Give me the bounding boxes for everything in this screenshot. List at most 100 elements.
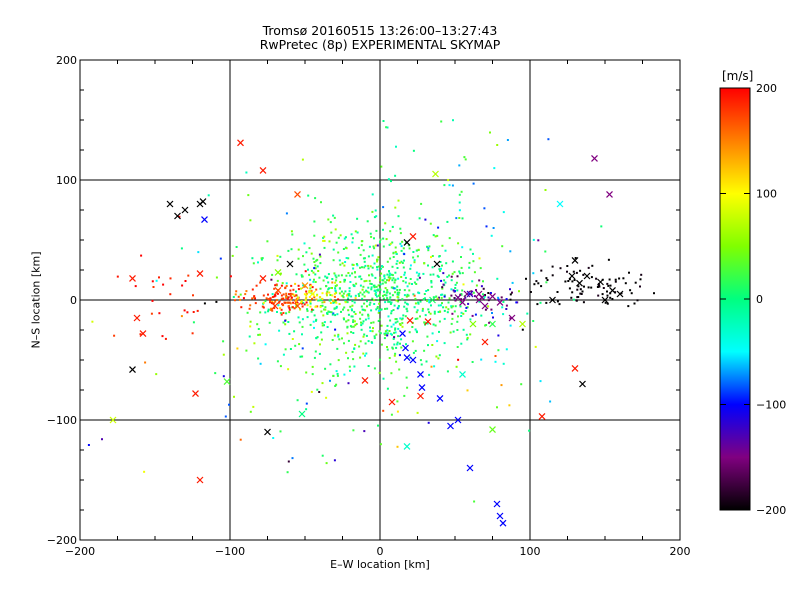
data-point [293, 295, 296, 298]
data-point [284, 287, 287, 290]
data-point [572, 270, 575, 273]
data-point [490, 234, 493, 237]
data-point [334, 328, 337, 331]
data-point [387, 178, 390, 181]
data-point [441, 264, 443, 267]
data-point [460, 293, 463, 296]
data-point [345, 274, 348, 277]
data-point [311, 365, 314, 368]
data-point [310, 284, 313, 287]
data-point [260, 258, 263, 261]
data-point [343, 280, 346, 283]
data-point [430, 304, 432, 307]
data-point [278, 329, 281, 332]
data-point [396, 320, 399, 323]
data-point [302, 301, 305, 304]
data-point [333, 459, 336, 462]
data-point [402, 280, 405, 283]
data-point [332, 259, 335, 262]
data-point-cross [274, 268, 282, 276]
data-point [235, 290, 238, 293]
data-point-cross [489, 320, 496, 328]
data-point-cross [181, 206, 189, 214]
data-point-cross [409, 356, 417, 364]
data-point [333, 334, 336, 337]
data-point [383, 277, 386, 280]
data-point [382, 120, 385, 122]
data-point [460, 311, 463, 314]
data-point [473, 295, 476, 298]
data-point [312, 257, 315, 260]
cross-stroke [478, 294, 486, 302]
data-point [372, 245, 375, 248]
data-point [354, 271, 356, 274]
data-point [392, 252, 395, 255]
data-point [367, 267, 370, 270]
data-point [365, 352, 368, 355]
data-point [336, 347, 339, 350]
data-point [501, 306, 504, 309]
data-point [321, 292, 324, 295]
data-point [398, 368, 401, 371]
data-point [432, 296, 435, 299]
data-point [386, 329, 389, 332]
data-point [360, 278, 363, 281]
data-point [464, 310, 467, 312]
data-point [348, 365, 351, 368]
data-point [375, 333, 378, 336]
data-point [367, 365, 370, 367]
data-point [324, 306, 327, 309]
data-point [362, 257, 365, 260]
data-point [451, 317, 454, 320]
data-point [381, 265, 383, 268]
data-point [333, 295, 336, 298]
data-point-cross [223, 378, 231, 386]
data-point [455, 217, 458, 220]
data-point-cross [583, 272, 591, 280]
cross-stroke [139, 330, 147, 338]
data-point [305, 301, 308, 304]
data-point [280, 308, 283, 311]
data-point [451, 312, 454, 315]
data-point [373, 335, 376, 338]
data-point [276, 311, 278, 313]
data-point [229, 275, 232, 278]
data-point [343, 318, 345, 321]
data-point [325, 285, 328, 288]
data-point [417, 248, 420, 251]
data-point [295, 302, 298, 305]
data-point [386, 297, 389, 300]
data-point-cross [294, 302, 301, 310]
data-point [333, 216, 336, 219]
data-point [214, 372, 217, 375]
y-tick-label: 0 [70, 294, 77, 307]
data-point [466, 336, 469, 339]
data-point [568, 278, 571, 281]
data-point [399, 242, 402, 245]
data-point [334, 274, 337, 277]
data-point [443, 184, 446, 187]
data-point [364, 264, 367, 267]
data-point [282, 353, 285, 356]
data-point [287, 321, 290, 323]
data-point [323, 321, 326, 324]
data-point [368, 274, 370, 277]
data-point [521, 328, 524, 331]
data-point [161, 335, 164, 338]
data-point [244, 293, 247, 296]
data-point [590, 276, 593, 279]
data-point [426, 335, 429, 338]
data-point [396, 410, 399, 413]
data-point [354, 230, 357, 233]
data-point [192, 294, 194, 297]
cross-stroke [409, 356, 417, 364]
data-point [262, 294, 265, 297]
data-point [338, 287, 341, 290]
data-point [484, 308, 487, 311]
data-point [438, 296, 440, 299]
data-point [595, 277, 598, 280]
data-point [459, 272, 462, 275]
data-point [398, 288, 401, 291]
data-point [301, 158, 304, 161]
data-point [343, 306, 346, 309]
